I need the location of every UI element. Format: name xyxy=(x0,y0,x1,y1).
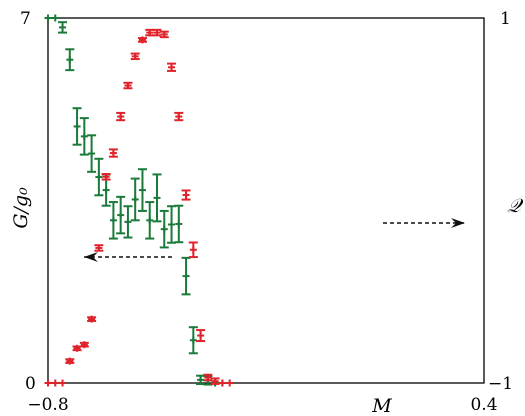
series-right-axis xyxy=(44,28,234,387)
data-point xyxy=(174,204,184,244)
data-point xyxy=(188,241,198,259)
x-axis-title: M xyxy=(371,395,392,416)
data-point xyxy=(159,30,169,39)
data-point xyxy=(87,134,97,173)
data-point xyxy=(44,14,52,22)
data-point xyxy=(79,117,89,156)
data-point xyxy=(58,21,68,34)
data-point xyxy=(101,173,111,181)
annotation-arrows xyxy=(84,218,465,262)
x-tick-label-right: 0.4 xyxy=(470,395,497,415)
y-right-tick-label-bottom: −1 xyxy=(488,374,513,394)
y-right-tick-label-top: 1 xyxy=(500,9,511,29)
data-point xyxy=(152,28,162,37)
data-point xyxy=(116,195,126,235)
data-point xyxy=(51,14,59,22)
data-point xyxy=(94,244,104,252)
arrow-head xyxy=(451,218,465,228)
data-point xyxy=(116,111,126,122)
data-point xyxy=(108,148,118,158)
arrow-head xyxy=(84,252,98,262)
data-point xyxy=(196,329,206,343)
data-point xyxy=(181,256,191,296)
arrow-to-right-axis xyxy=(383,218,465,228)
data-point xyxy=(108,201,118,240)
data-point xyxy=(94,157,104,197)
data-point xyxy=(152,173,162,223)
y-right-axis-title: 𝒬 xyxy=(507,195,524,217)
data-point xyxy=(79,341,89,349)
data-point xyxy=(174,111,184,122)
plot-area-frame xyxy=(47,17,485,384)
data-point xyxy=(51,379,59,387)
data-point xyxy=(87,315,97,323)
data-point xyxy=(137,168,147,212)
data-point xyxy=(145,201,155,240)
data-point xyxy=(167,62,177,72)
data-point xyxy=(59,379,67,387)
data-point xyxy=(65,48,75,72)
data-point xyxy=(203,373,213,382)
data-point xyxy=(130,52,140,61)
data-point xyxy=(123,205,133,239)
axis-ticks xyxy=(47,377,485,383)
data-point xyxy=(188,326,198,355)
data-point xyxy=(159,209,169,249)
data-point xyxy=(130,177,140,222)
data-point xyxy=(44,379,52,387)
data-point xyxy=(72,344,82,352)
y-left-tick-label-bottom: 0 xyxy=(25,374,36,394)
data-point xyxy=(218,379,226,387)
x-tick-label-left: −0.8 xyxy=(27,395,68,415)
arrow-to-left-axis xyxy=(84,252,172,262)
data-point xyxy=(123,81,133,90)
data-point xyxy=(210,377,220,385)
data-point xyxy=(226,379,234,387)
data-point xyxy=(72,107,82,146)
data-point xyxy=(65,357,75,365)
y-left-axis-title: G/g₀ xyxy=(10,187,32,229)
data-point xyxy=(181,189,191,201)
data-point xyxy=(137,36,147,44)
y-left-tick-label-top: 7 xyxy=(20,9,31,29)
